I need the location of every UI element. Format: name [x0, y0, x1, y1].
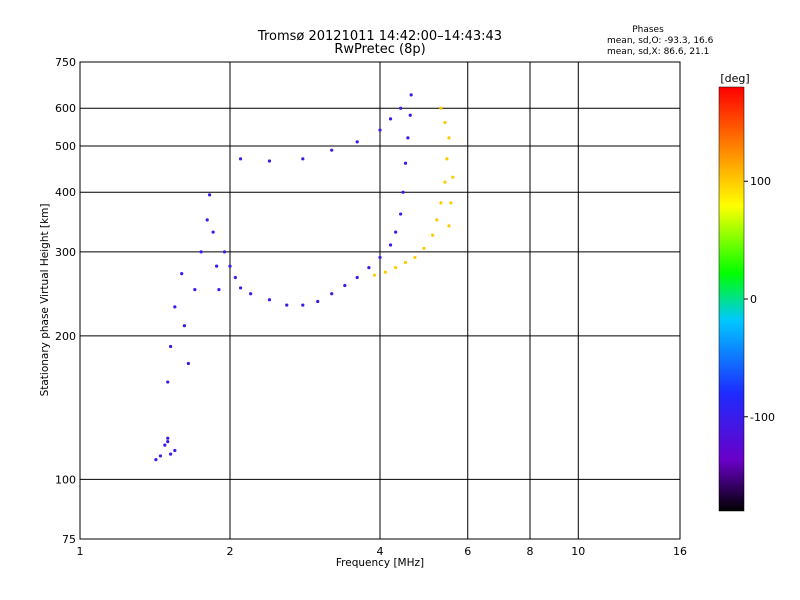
data-point: [199, 250, 203, 254]
data-point: [447, 136, 451, 140]
y-tick-label: 75: [62, 533, 76, 546]
data-point: [439, 106, 443, 110]
data-point: [451, 175, 455, 179]
data-point: [443, 120, 447, 125]
data-point: [205, 218, 209, 222]
data-point: [301, 303, 305, 307]
data-point: [207, 193, 212, 197]
data-point: [180, 272, 184, 276]
axis-ticks: 1 2 4 6 8 10 16 75 100 200 300 400 500 600 750: [55, 56, 687, 558]
y-tick-label: 750: [55, 56, 76, 69]
y-tick-label: 400: [55, 186, 76, 199]
colorbar-tick-label: 100: [750, 175, 771, 188]
data-point: [158, 454, 163, 458]
data-point: [169, 452, 173, 456]
grid: [80, 62, 680, 539]
data-point: [355, 275, 359, 280]
x-tick-label: 16: [673, 545, 687, 558]
data-point: [173, 305, 177, 309]
data-point: [186, 361, 190, 366]
data-point: [238, 286, 243, 290]
data-point: [403, 260, 408, 265]
data-point: [267, 159, 272, 163]
data-point: [383, 270, 387, 274]
data-point: [166, 380, 170, 384]
y-tick-label: 500: [55, 140, 76, 153]
y-tick-label: 600: [55, 102, 76, 115]
data-point: [330, 148, 334, 152]
data-point: [249, 292, 253, 296]
data-point: [394, 230, 398, 234]
data-point: [166, 440, 170, 444]
data-point: [222, 250, 227, 254]
data-point: [211, 230, 215, 234]
y-tick-label: 200: [55, 330, 76, 343]
data-point: [378, 255, 382, 260]
x-tick-label: 8: [527, 545, 534, 558]
data-point: [447, 224, 451, 228]
data-point: [163, 443, 167, 447]
data-point: [394, 265, 398, 270]
data-point: [166, 436, 170, 440]
data-point: [422, 246, 426, 250]
data-point: [228, 264, 232, 268]
y-tick-label: 100: [55, 473, 76, 486]
data-point: [449, 201, 453, 205]
data-point: [409, 93, 413, 97]
data-point: [439, 201, 443, 205]
data-point: [154, 458, 158, 462]
chart-subtitle: RwPretec (8p): [334, 42, 425, 57]
data-point: [173, 448, 177, 453]
data-point: [378, 128, 382, 132]
data-point: [388, 243, 393, 247]
data-point: [316, 299, 320, 304]
data-point: [406, 136, 410, 140]
x-tick-label: 6: [464, 545, 471, 558]
data-point: [430, 233, 435, 237]
x-tick-label: 4: [377, 545, 384, 558]
data-point: [443, 180, 447, 184]
data-point: [267, 298, 272, 302]
x-tick-label: 1: [77, 545, 84, 558]
data-point: [355, 140, 359, 144]
data-point: [403, 161, 408, 165]
data-point: [285, 303, 289, 307]
colorbar: [718, 86, 745, 512]
data-point: [182, 324, 186, 328]
y-axis-label: Stationary phase Virtual Height [km]: [39, 204, 51, 397]
data-point: [445, 157, 449, 161]
y-tick-label: 300: [55, 246, 76, 259]
x-axis-label: Frequency [MHz]: [336, 557, 424, 569]
data-point: [388, 117, 393, 121]
data-point: [193, 287, 197, 292]
data-point: [399, 106, 403, 110]
data-point: [399, 212, 403, 216]
data-point: [301, 157, 305, 161]
colorbar-tick-label: 0: [750, 293, 757, 306]
stats-heading: Phases: [632, 25, 664, 35]
data-point: [215, 264, 219, 268]
colorbar-ticks: 100 0 -100: [744, 175, 775, 424]
data-point: [413, 255, 417, 260]
stats-line-o: mean, sd,O: -93.3, 16.6: [607, 36, 714, 46]
colorbar-label: [deg]: [720, 72, 749, 85]
data-point: [169, 344, 173, 349]
x-tick-label: 10: [571, 545, 585, 558]
data-point: [372, 273, 377, 277]
data-point: [238, 157, 243, 161]
stats-line-x: mean, sd,X: 86.6, 21.1: [607, 47, 709, 57]
data-point: [435, 218, 439, 222]
data-point: [217, 287, 221, 292]
data-point: [343, 283, 347, 288]
x-tick-label: 2: [227, 545, 234, 558]
data-point: [233, 275, 237, 280]
data-point: [330, 292, 334, 296]
data-points: [154, 93, 455, 462]
data-point: [367, 265, 371, 270]
data-point: [408, 113, 412, 117]
data-point: [401, 190, 405, 194]
chart-title: Tromsø 20121011 14:42:00–14:43:43: [257, 29, 502, 44]
colorbar-tick-label: -100: [750, 411, 775, 424]
